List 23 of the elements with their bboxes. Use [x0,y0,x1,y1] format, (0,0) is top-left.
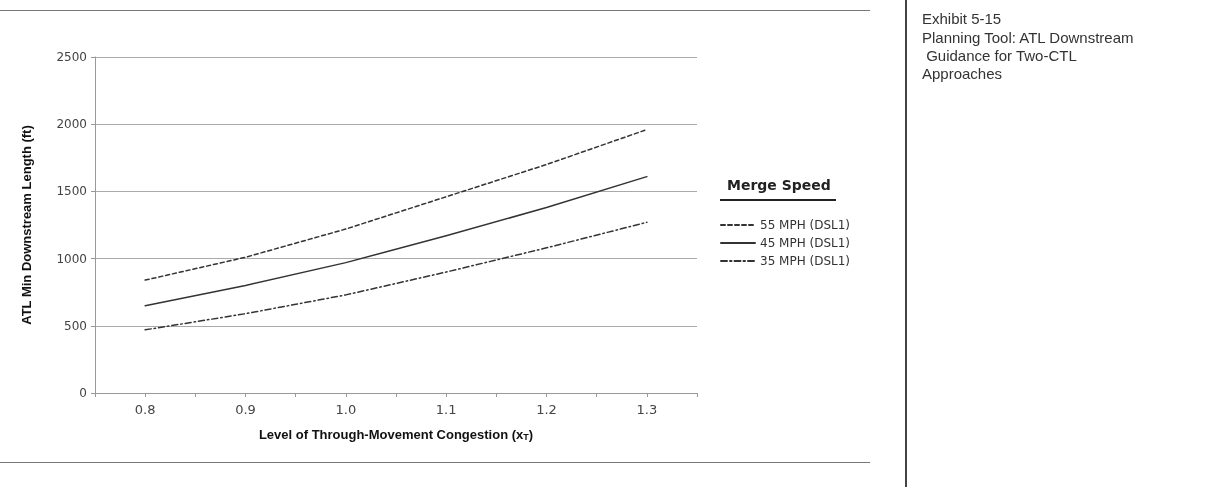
y-axis-title: ATL Min Downstream Length (ft) [19,125,34,325]
x-tick-label: 1.1 [435,402,457,417]
line-series [144,175,648,307]
y-tick-label: 2500 [56,50,87,64]
x-tick-label: 0.9 [235,402,256,417]
legend-label: 35 MPH (DSL1) [760,254,851,268]
line-series [144,221,648,331]
y-tick-label: 1500 [56,184,87,199]
legend-label: 55 MPH (DSL1) [760,218,851,232]
text: Exhibit 5-15 [922,10,1002,27]
legend-label: 45 MPH (DSL1) [760,236,851,250]
y-tick-label: 0 [79,386,87,400]
text: Planning Tool: ATL Downstream Guidance for Two-CTL Approaches [922,28,1134,82]
x-tick-label: 1.2 [536,402,557,417]
y-tick-label: 1000 [56,251,87,266]
legend-title: Merge Speed [727,177,831,193]
x-tick-label: 0.8 [134,402,156,417]
x-tick-label: 1.0 [335,402,357,417]
y-tick-label: 500 [64,318,87,333]
line-series [144,128,648,281]
x-axis-title: Level of Through-Movement Congestion (xT) [258,427,534,442]
y-tick-label: 2000 [56,117,87,132]
x-tick-label: 1.3 [636,402,658,417]
